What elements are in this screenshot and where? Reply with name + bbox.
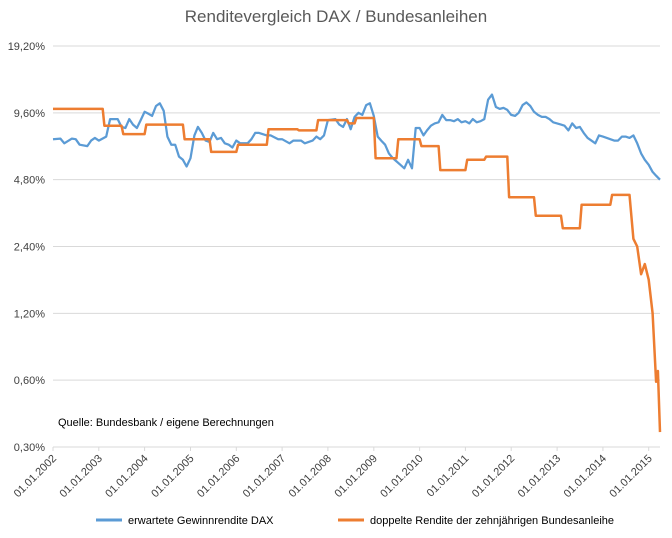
y-tick-label: 19,20% xyxy=(8,41,46,53)
x-tick-label: 01.01.2008 xyxy=(287,453,334,500)
y-tick-label: 4,80% xyxy=(14,175,45,187)
y-gridlines xyxy=(53,45,660,448)
legend-label: erwartete Gewinnrendite DAX xyxy=(128,515,274,527)
legend-label: doppelte Rendite der zehnjährigen Bundes… xyxy=(370,515,614,527)
x-tick-label: 01.01.2013 xyxy=(516,453,563,500)
x-tick-label: 01.01.2005 xyxy=(149,453,196,500)
y-tick-label: 0,30% xyxy=(14,442,45,454)
x-tick-label: 01.01.2011 xyxy=(425,453,472,500)
y-tick-label: 2,40% xyxy=(14,242,45,254)
y-tick-label: 1,20% xyxy=(14,308,45,320)
chart-title: Renditevergleich DAX / Bundesanleihen xyxy=(185,7,487,26)
x-tick-label: 01.01.2009 xyxy=(333,453,380,500)
y-axis-tick-labels: 0,30% 0,60% 1,20% 2,40% 4,80% 9,60% 19,20% xyxy=(8,41,46,454)
x-tick-label: 01.01.2012 xyxy=(470,453,517,500)
x-tick-label: 01.01.2006 xyxy=(195,453,242,500)
series-lines xyxy=(52,93,662,433)
y-tick-label: 0,60% xyxy=(14,375,45,387)
x-tick-label: 01.01.2015 xyxy=(607,453,654,500)
y-tick-label: 9,60% xyxy=(14,108,45,120)
x-tick-label: 01.01.2010 xyxy=(378,453,425,500)
x-tick-label: 01.01.2002 xyxy=(12,453,59,500)
x-tick-label: 01.01.2003 xyxy=(57,453,104,500)
x-axis-tick-labels: 01.01.200201.01.200301.01.200401.01.2005… xyxy=(12,447,655,500)
x-tick-label: 01.01.2014 xyxy=(562,453,609,500)
x-tick-label: 01.01.2007 xyxy=(241,453,288,500)
source-annotation: Quelle: Bundesbank / eigene Berechnungen xyxy=(58,417,274,429)
x-tick-label: 01.01.2004 xyxy=(103,453,150,500)
legend: erwartete Gewinnrendite DAX doppelte Rend… xyxy=(96,515,614,527)
series-line-1 xyxy=(52,93,661,181)
series-line-2 xyxy=(53,107,662,433)
